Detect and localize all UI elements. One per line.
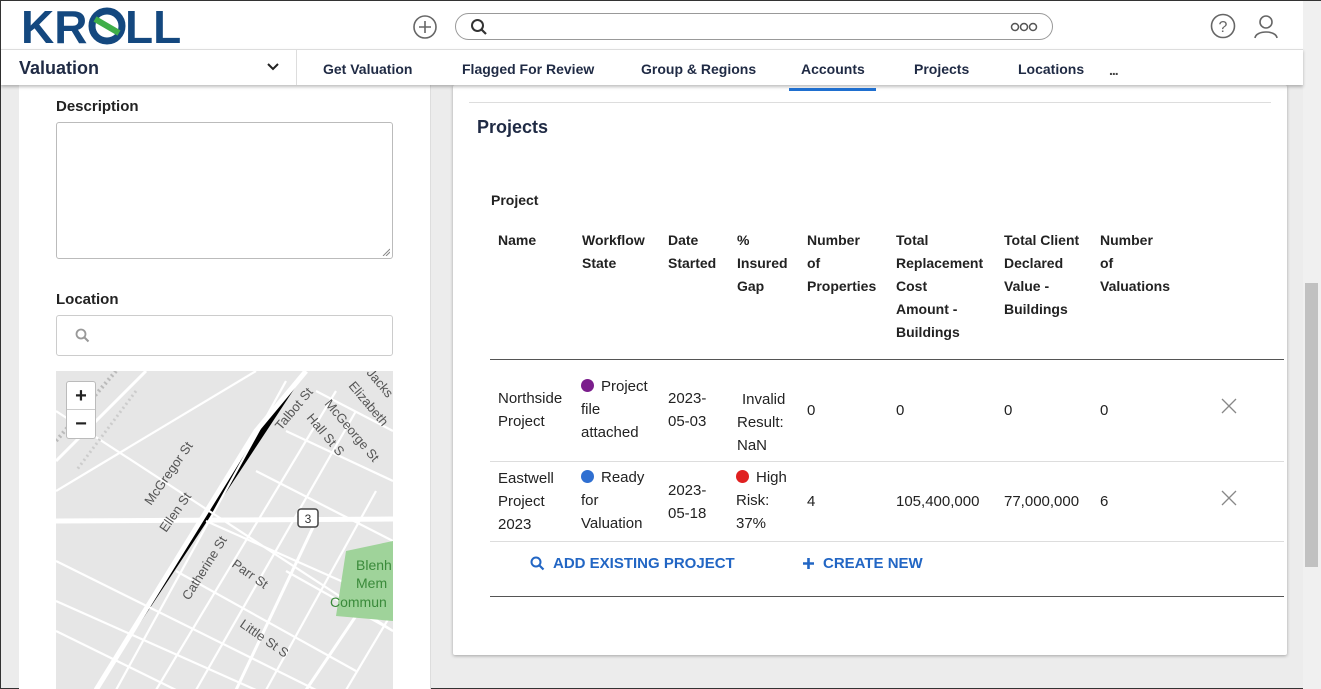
column-header-total-client-declared-value[interactable]: Total Client Declared Value - Buildings — [1004, 232, 1080, 317]
search-icon — [530, 556, 545, 571]
add-existing-project-label: ADD EXISTING PROJECT — [553, 555, 735, 572]
search-options-icon[interactable] — [1010, 17, 1038, 38]
map-poi-label: Blenh — [356, 557, 392, 573]
chevron-down-icon[interactable] — [266, 60, 280, 79]
projects-panel: Projects Project Name Workflow State Date… — [453, 85, 1287, 655]
column-header-total-replacement-cost[interactable]: Total Replacement Cost Amount - Buildings — [896, 232, 984, 340]
column-header-name[interactable]: Name — [498, 232, 537, 248]
tab-projects[interactable]: Projects — [914, 61, 970, 77]
kroll-logo[interactable]: KR LL — [21, 5, 201, 47]
row-2-workflow-state: Ready for Valuation — [581, 469, 645, 532]
global-search-input[interactable] — [455, 13, 1053, 40]
risk-dot-icon — [736, 470, 749, 483]
description-label: Description — [56, 98, 139, 115]
row-1-total-client-declared-value: 0 — [1004, 402, 1013, 419]
row-divider — [490, 541, 1284, 542]
add-icon[interactable] — [413, 15, 437, 39]
row-1-number-of-valuations: 0 — [1100, 402, 1109, 419]
column-header-number-of-valuations[interactable]: Number of Valuations — [1100, 232, 1171, 294]
zoom-out-button[interactable]: − — [75, 413, 87, 435]
status-dot-icon — [581, 379, 594, 392]
column-header-insured-gap[interactable]: % Insured Gap — [737, 232, 788, 294]
tab-flagged-for-review[interactable]: Flagged For Review — [462, 61, 595, 77]
module-label: Valuation — [19, 58, 100, 78]
status-dot-icon — [581, 470, 594, 483]
add-existing-project-button[interactable]: ADD EXISTING PROJECT — [530, 555, 735, 572]
remove-row-2-close-icon[interactable] — [1220, 489, 1238, 507]
create-new-button[interactable]: CREATE NEW — [802, 555, 923, 572]
route-shield-label: 3 — [305, 512, 312, 526]
module-nav-bar: Valuation Get Valuation Flagged For Revi… — [1, 49, 1303, 91]
table-caption: Project — [491, 192, 539, 208]
row-2-number-of-valuations: 6 — [1100, 493, 1109, 510]
create-new-label: CREATE NEW — [823, 555, 923, 572]
tab-get-valuation[interactable]: Get Valuation — [323, 61, 413, 77]
zoom-in-button[interactable]: + — [67, 382, 95, 410]
resize-handle-icon[interactable] — [382, 248, 390, 256]
map-poi-label: Mem — [356, 575, 387, 591]
location-label: Location — [56, 291, 119, 308]
more-tabs-icon[interactable]: ... — [1109, 62, 1119, 78]
page-scrollbar-thumb[interactable] — [1305, 283, 1318, 567]
column-header-number-of-properties[interactable]: Number of Properties — [807, 232, 877, 294]
user-profile-icon[interactable] — [1253, 13, 1279, 44]
row-1-number-of-properties: 0 — [807, 402, 816, 419]
tab-group-regions[interactable]: Group & Regions — [641, 61, 757, 77]
svg-text:?: ? — [1219, 19, 1228, 36]
row-1-name[interactable]: Northside Project — [498, 390, 563, 430]
row-2-total-client-declared-value: 77,000,000 — [1004, 493, 1080, 510]
row-1-insured-gap: Invalid Result: NaN — [737, 391, 786, 454]
row-1-total-replacement-cost: 0 — [896, 402, 905, 419]
top-bar: KR LL ? — [1, 1, 1303, 49]
help-icon[interactable]: ? — [1210, 13, 1236, 44]
location-map[interactable]: 3 McGregor St Ellen St Catherine St Parr… — [56, 371, 393, 689]
column-header-date-started[interactable]: Date Started — [668, 232, 717, 271]
footer-divider — [490, 596, 1284, 597]
column-header-workflow-state[interactable]: Workflow State — [582, 232, 645, 271]
row-1-workflow-state: Project file attached — [581, 378, 648, 441]
location-search-input[interactable] — [56, 315, 393, 356]
row-2-insured-gap: High Risk: 37% — [736, 469, 787, 532]
row-2-number-of-properties: 4 — [807, 493, 816, 510]
row-2-total-replacement-cost: 105,400,000 — [896, 493, 980, 510]
plus-icon — [803, 558, 814, 569]
tab-accounts[interactable]: Accounts — [789, 61, 876, 91]
row-2-name[interactable]: Eastwell Project 2023 — [498, 470, 554, 533]
divider — [469, 102, 1271, 103]
record-form-panel: Description Location — [19, 85, 431, 689]
section-title: Projects — [477, 117, 549, 137]
description-textarea[interactable] — [56, 122, 393, 259]
row-2-date-started: 2023- 05-18 — [668, 482, 707, 522]
search-icon — [75, 328, 90, 348]
row-divider — [490, 461, 1284, 462]
remove-row-1-close-icon[interactable] — [1220, 397, 1238, 415]
map-poi-label: Commun — [330, 594, 387, 610]
header-divider — [490, 359, 1284, 360]
route-shield-icon — [297, 508, 319, 528]
module-selector[interactable]: Valuation — [1, 50, 297, 85]
map-zoom-controls: + − — [66, 381, 96, 439]
search-icon — [470, 18, 488, 41]
svg-text:LL: LL — [125, 5, 181, 47]
row-1-date-started: 2023- 05-03 — [668, 390, 707, 430]
tab-locations[interactable]: Locations — [1018, 61, 1085, 77]
svg-text:KR: KR — [21, 5, 87, 47]
